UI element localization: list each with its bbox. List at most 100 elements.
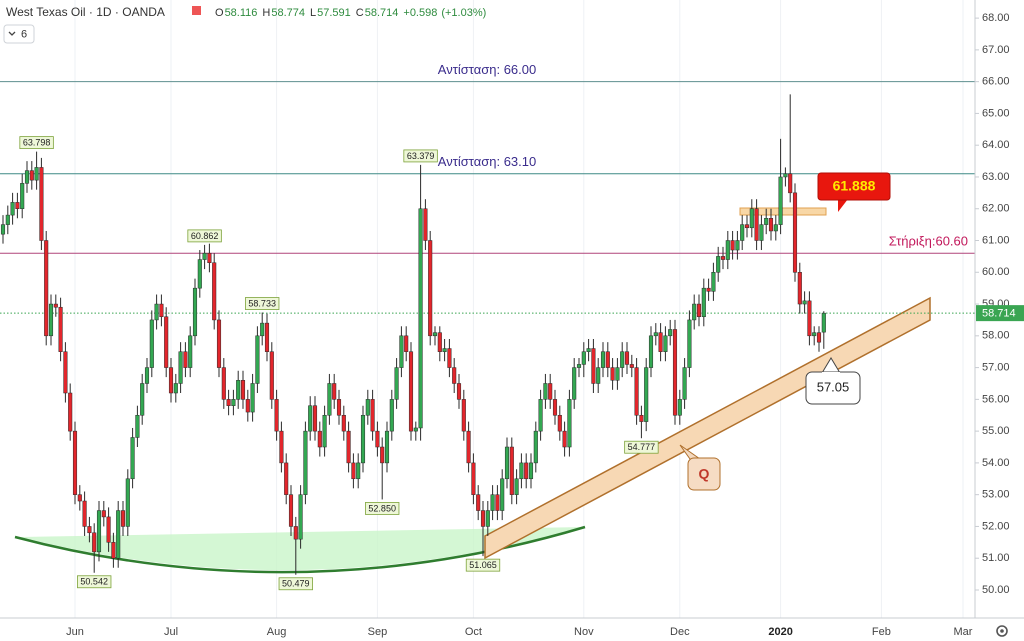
trend-channel xyxy=(484,296,931,560)
candle-body xyxy=(538,399,543,432)
candle-body xyxy=(322,414,327,448)
candle-body xyxy=(524,462,529,480)
candle-body xyxy=(356,462,361,480)
candle-body xyxy=(360,414,366,464)
candle-body xyxy=(754,208,759,241)
candle-body xyxy=(298,494,303,540)
candle-body xyxy=(375,430,380,448)
y-tick-label: 57.00 xyxy=(982,361,1010,373)
pivot-box xyxy=(278,577,313,591)
candle-body xyxy=(696,303,702,318)
header-value: C xyxy=(356,7,364,19)
candle-body xyxy=(600,351,606,368)
pivot-label: 50.542 xyxy=(80,577,108,587)
x-tick-label: Oct xyxy=(465,626,482,638)
candle-body xyxy=(648,335,654,368)
candle-body xyxy=(293,526,298,540)
candle-body xyxy=(773,224,778,232)
candle-body xyxy=(404,335,409,352)
candle-body xyxy=(15,202,20,209)
candle-body xyxy=(408,351,414,432)
header-value: 58.774 xyxy=(271,7,305,19)
candle-body xyxy=(10,202,15,216)
candle-body xyxy=(610,367,615,381)
header-value: H xyxy=(262,7,270,19)
candle-body xyxy=(63,351,68,394)
candle-body xyxy=(0,224,6,235)
candle-body xyxy=(58,306,63,352)
indicator-toggle[interactable] xyxy=(3,24,35,44)
candle-body xyxy=(399,335,404,368)
candle-body xyxy=(423,208,428,241)
callout-text: Q xyxy=(699,466,710,482)
candle-body xyxy=(212,262,217,321)
candle-body xyxy=(236,380,241,400)
candle-body xyxy=(692,303,697,321)
pivot-label: 52.850 xyxy=(368,503,396,513)
candle-body xyxy=(53,303,58,308)
candle-body xyxy=(341,414,346,432)
candle-body xyxy=(519,462,524,480)
header-value: L xyxy=(310,7,316,19)
candle-body xyxy=(500,478,505,511)
flag xyxy=(192,6,201,15)
candle-body xyxy=(639,414,644,422)
candle-body xyxy=(480,510,486,527)
candle-body xyxy=(567,399,572,448)
candle-body xyxy=(456,383,462,400)
target-zone xyxy=(739,207,827,216)
symbol-title: West Texas Oil · 1D · OANDA xyxy=(6,5,165,19)
candle-body xyxy=(677,399,682,416)
header-value: (+1.03%) xyxy=(441,7,486,19)
candle-body xyxy=(557,414,562,432)
candle-body xyxy=(807,300,812,337)
candle-body xyxy=(20,183,25,209)
candle-body xyxy=(92,532,97,553)
candle-body xyxy=(759,224,764,241)
candle-body xyxy=(72,430,78,495)
callouts: 61.888 57.05 Q xyxy=(679,172,891,491)
candle-body xyxy=(485,510,490,527)
candle-body xyxy=(394,367,399,400)
candle-body xyxy=(802,300,807,305)
candle-body xyxy=(274,399,279,432)
settings-icon[interactable] xyxy=(996,625,1008,637)
candle-body xyxy=(668,329,673,337)
candle-body xyxy=(596,367,601,384)
candle-body xyxy=(135,414,140,438)
candle-body xyxy=(812,332,817,337)
pivot-box xyxy=(403,149,438,163)
x-tick-label: Dec xyxy=(670,626,690,638)
level-label: Αντίσταση: 63.10 xyxy=(438,154,536,169)
candle-body xyxy=(24,170,30,184)
chevron xyxy=(8,31,16,36)
candle-body xyxy=(149,319,154,368)
candle-body xyxy=(327,383,332,416)
candle-body xyxy=(437,332,442,352)
candle-body xyxy=(183,351,188,368)
candle-body xyxy=(279,430,284,464)
last-price-label: 58.714 xyxy=(982,308,1016,320)
candle-body xyxy=(389,399,394,432)
candle-body xyxy=(188,335,193,368)
time-axis: Jun Jul Aug Sep Oct Nov Dec 2020 Feb Mar xyxy=(66,626,973,638)
candle-body xyxy=(735,240,740,251)
candle-body xyxy=(653,332,658,337)
level-label: Αντίσταση: 66.00 xyxy=(438,62,536,77)
candle-body xyxy=(629,364,634,368)
candle-body xyxy=(768,218,774,232)
pivot-label: 63.379 xyxy=(407,151,435,161)
level-label: Στήριξη:60.60 xyxy=(889,234,968,249)
candles xyxy=(0,94,826,575)
candle-body xyxy=(101,510,106,518)
pivot-label: 63.798 xyxy=(23,137,51,147)
y-tick-label: 67.00 xyxy=(982,44,1010,56)
levels: Αντίσταση: 66.00 Αντίσταση: 63.10 Στήριξη:… xyxy=(0,62,975,314)
callout-pointer xyxy=(838,199,848,212)
candle-body xyxy=(495,494,500,511)
candle-body xyxy=(452,367,457,384)
candle-body xyxy=(68,392,73,432)
candle-body xyxy=(284,462,289,495)
candle-body xyxy=(308,405,313,432)
